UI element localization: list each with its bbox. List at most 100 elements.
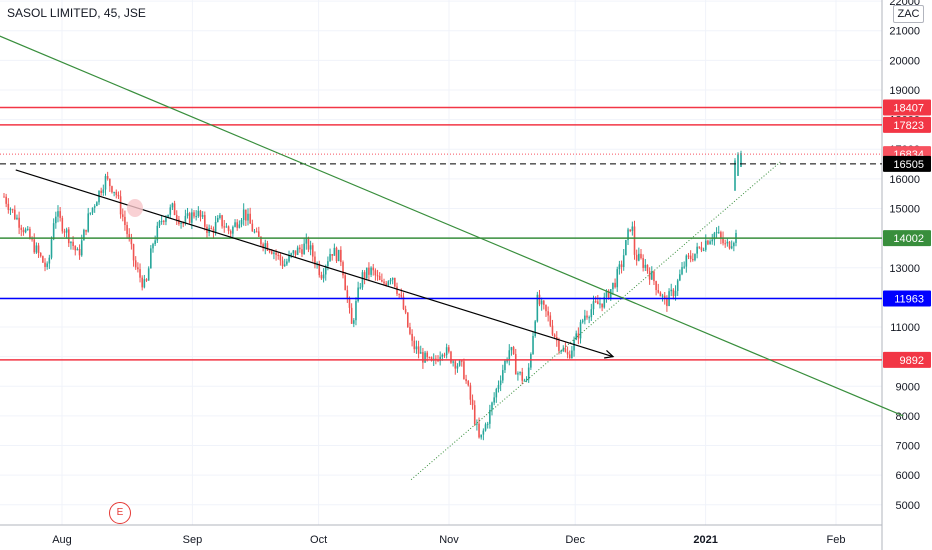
candle-body (456, 365, 459, 369)
candle-body (154, 240, 156, 245)
candle-body (126, 225, 128, 235)
candle-body (5, 196, 7, 204)
candle-body (223, 226, 226, 228)
candle-body (450, 351, 452, 363)
candle-body (661, 295, 664, 297)
candle-body (87, 213, 90, 232)
earnings-event-icon[interactable]: E (109, 502, 131, 524)
x-tick-label: Dec (565, 534, 585, 546)
candle-body (255, 231, 258, 233)
candle-body (575, 333, 578, 340)
candle-body (508, 350, 511, 361)
candle-body (350, 307, 353, 324)
candle-body (201, 215, 204, 217)
candle-body (178, 219, 180, 224)
trendline-arrowhead (604, 350, 615, 359)
candle-body (361, 272, 364, 288)
candle-body (242, 209, 245, 220)
candle-body (150, 248, 152, 269)
candle-body (275, 252, 277, 255)
candle-body (609, 289, 612, 299)
candle-body (182, 222, 185, 224)
candle-body (549, 315, 552, 326)
candle-body (495, 388, 498, 398)
candle-body (737, 154, 739, 176)
candle-body (11, 209, 14, 211)
candle-body (506, 360, 508, 362)
chart-title: SASOL LIMITED, 45, JSE (7, 6, 146, 20)
candle-body (322, 274, 325, 279)
candle-body (13, 209, 16, 219)
candle-body (20, 227, 23, 230)
currency-badge[interactable]: ZAC (893, 5, 924, 23)
candle-body (378, 275, 381, 280)
candle-body (264, 243, 267, 249)
price-label-badge (883, 230, 931, 247)
price-label-text: 11963 (894, 293, 924, 305)
candle-body (35, 245, 38, 253)
candle-body (16, 217, 18, 219)
candle-body (63, 231, 66, 233)
candle-body (454, 361, 457, 369)
candle-body (536, 294, 539, 322)
candle-body (165, 217, 167, 222)
y-tick-label: 15000 (889, 204, 920, 216)
candle-body (584, 315, 586, 321)
candle-body (510, 347, 513, 351)
candle-body (188, 213, 191, 223)
candle-body (286, 261, 288, 265)
candle-body (711, 239, 714, 242)
candle-body (353, 320, 355, 324)
candle-body (121, 214, 124, 217)
x-tick-label: Aug (52, 534, 72, 546)
candle-body (249, 213, 251, 224)
candle-body (29, 228, 31, 239)
price-label-text: 9892 (900, 355, 924, 367)
candle-body (400, 294, 403, 297)
candle-body (342, 262, 344, 276)
candle-body (320, 275, 323, 279)
candle-body (469, 385, 472, 400)
candle-body (726, 241, 729, 244)
candle-body (240, 219, 243, 225)
candle-body (48, 257, 51, 264)
candle-body (128, 234, 131, 239)
candle-body (586, 315, 588, 318)
candle-body (387, 281, 390, 286)
candle-body (676, 280, 679, 291)
candle-body (160, 220, 163, 222)
trendline-black-downtrend (15, 169, 614, 358)
price-label-badge (883, 351, 931, 368)
price-label-badge (883, 290, 931, 307)
y-tick-label: 20000 (889, 55, 920, 67)
y-tick-label: 9000 (896, 381, 920, 393)
candle-body (83, 229, 85, 241)
candle-body (370, 267, 372, 275)
price-label-text: 17823 (893, 120, 924, 132)
candle-body (59, 211, 61, 218)
candle-body (642, 258, 644, 268)
candle-body (679, 274, 681, 281)
candle-body (698, 246, 701, 248)
candle-body (238, 224, 241, 228)
candle-body (359, 287, 362, 289)
candle-body (214, 221, 217, 233)
candle-body (262, 244, 264, 249)
candle-body (109, 178, 111, 187)
candle-body (530, 353, 532, 368)
candle-body (184, 215, 187, 224)
candle-body (219, 215, 221, 218)
candle-body (696, 246, 698, 254)
y-tick-label: 8000 (896, 411, 920, 423)
candle-body (728, 241, 731, 249)
candle-body (577, 333, 580, 339)
candle-body (445, 347, 448, 356)
candle-body (594, 301, 597, 303)
x-tick-label: Sep (183, 534, 203, 546)
candle-body (402, 296, 405, 310)
candle-body (532, 335, 534, 354)
candle-body (644, 264, 647, 268)
candle-body (538, 294, 541, 305)
candle-body (247, 213, 249, 221)
